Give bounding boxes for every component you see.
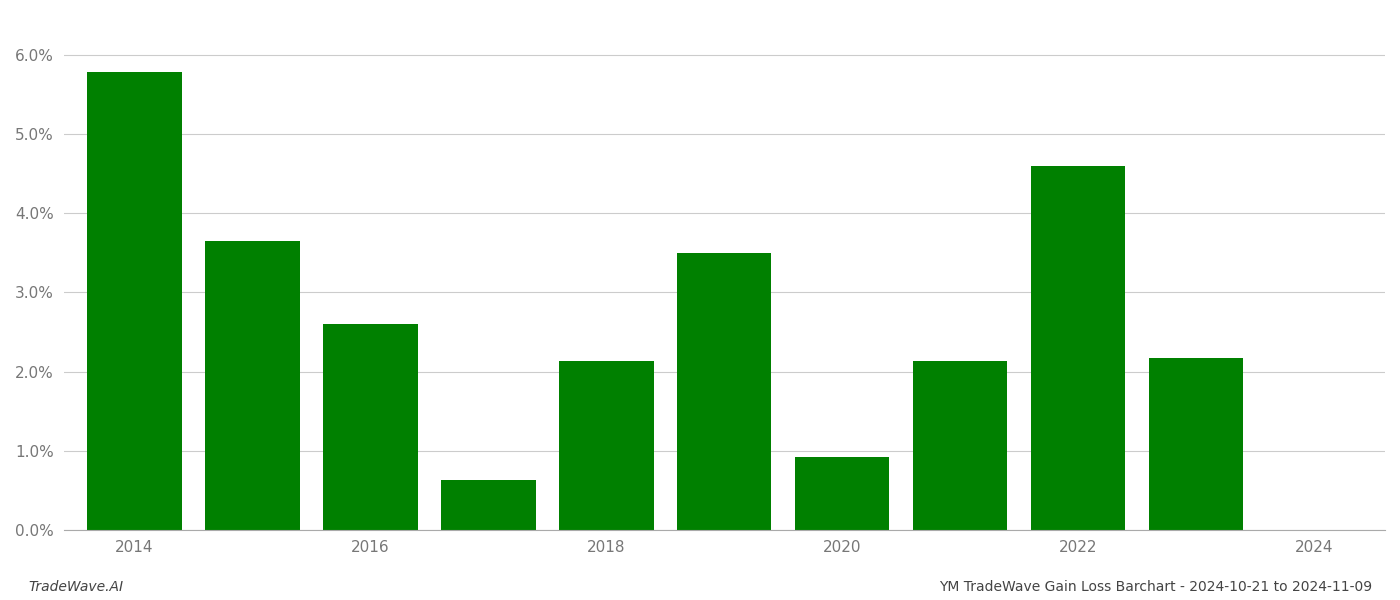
Bar	[559, 361, 654, 530]
Bar	[206, 241, 300, 530]
Bar	[1030, 166, 1126, 530]
Bar	[678, 253, 771, 530]
Bar	[1149, 358, 1243, 530]
Bar	[441, 481, 536, 530]
Bar	[323, 324, 417, 530]
Text: TradeWave.AI: TradeWave.AI	[28, 580, 123, 594]
Bar	[87, 72, 182, 530]
Bar	[913, 361, 1008, 530]
Bar	[795, 457, 889, 530]
Text: YM TradeWave Gain Loss Barchart - 2024-10-21 to 2024-11-09: YM TradeWave Gain Loss Barchart - 2024-1…	[939, 580, 1372, 594]
